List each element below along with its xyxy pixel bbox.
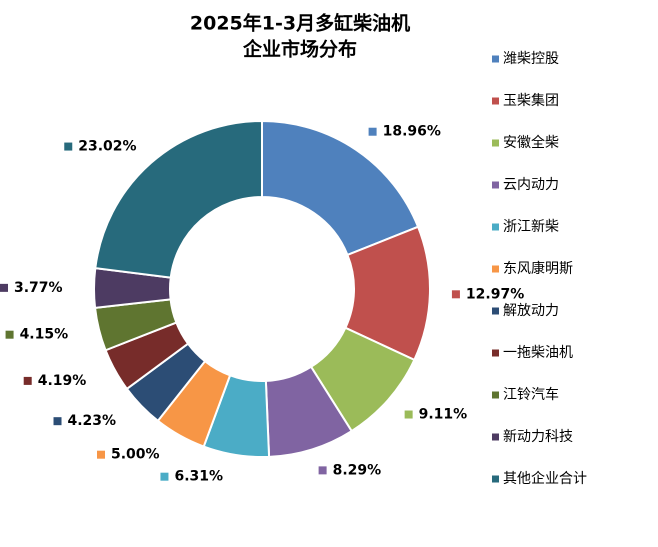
legend-marker (492, 97, 499, 105)
value-label: 8.29% (333, 462, 382, 478)
legend-label: 东风康明斯 (503, 260, 573, 277)
value-label: 6.31% (174, 469, 223, 485)
label-marker (160, 472, 169, 481)
legend-marker (492, 433, 499, 441)
legend-marker (492, 391, 499, 399)
label-marker (318, 466, 327, 475)
legend-marker (492, 181, 499, 189)
legend-marker (492, 223, 499, 231)
legend-marker (492, 475, 499, 483)
legend-label: 浙江新柴 (503, 219, 559, 235)
legend-label: 江铃汽车 (503, 386, 559, 403)
donut-slice (94, 119, 263, 279)
legend-label: 云内动力 (503, 177, 559, 193)
label-marker (64, 142, 73, 151)
value-label: 4.23% (68, 413, 117, 429)
chart-title: 企业市场分布 (242, 38, 357, 61)
legend-marker (492, 349, 499, 357)
legend-label: 潍柴控股 (503, 51, 559, 67)
value-label: 9.11% (419, 407, 468, 423)
legend-label: 一拖柴油机 (503, 345, 573, 361)
value-label: 12.97% (466, 286, 524, 302)
legend-marker (492, 55, 499, 63)
label-marker (404, 410, 413, 419)
value-label: 23.02% (78, 139, 136, 155)
label-marker (97, 450, 106, 459)
label-marker (368, 127, 377, 136)
value-label: 4.19% (38, 373, 87, 389)
donut-slice (261, 119, 420, 257)
legend-marker (492, 265, 499, 273)
chart-title: 2025年1-3月多缸柴油机 (190, 12, 410, 35)
legend-label: 其他企业合计 (503, 470, 587, 487)
value-label: 3.77% (14, 280, 63, 296)
value-label: 4.15% (20, 327, 69, 343)
legend-label: 玉柴集团 (503, 92, 559, 109)
label-marker (451, 290, 460, 299)
value-label: 5.00% (111, 447, 160, 463)
legend-label: 安徽全柴 (503, 134, 559, 151)
label-marker (23, 376, 32, 385)
label-marker (0, 283, 9, 292)
legend-marker (492, 307, 499, 315)
label-marker (5, 330, 14, 339)
legend-label: 新动力科技 (503, 429, 573, 445)
legend-label: 解放动力 (503, 303, 559, 319)
legend-marker (492, 139, 499, 147)
label-marker (53, 417, 62, 426)
value-label: 18.96% (383, 124, 441, 140)
